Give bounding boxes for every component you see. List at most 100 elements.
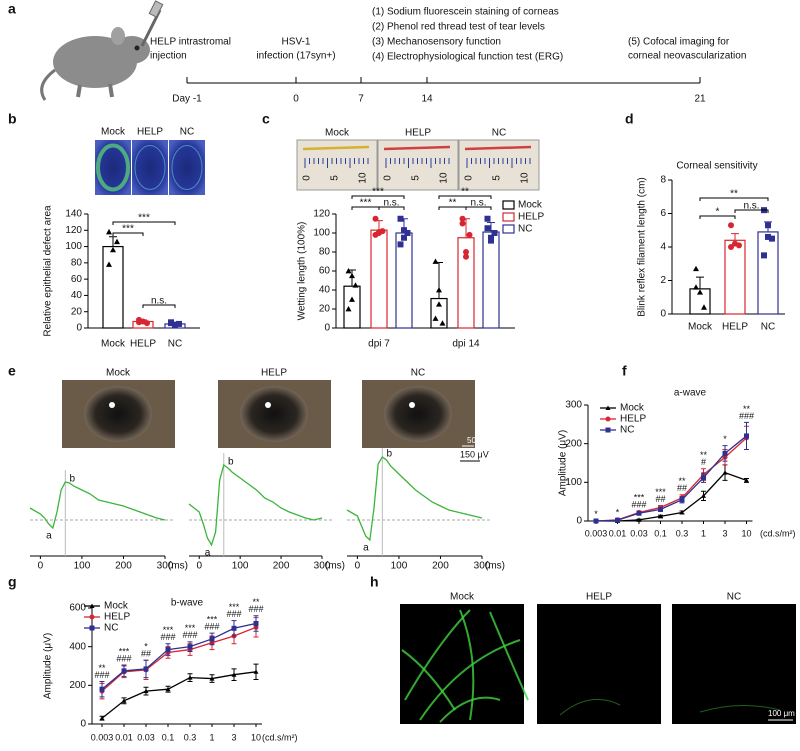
data-point (491, 230, 498, 236)
y-tick-label: 6 (660, 208, 666, 219)
thread (464, 145, 532, 151)
vessel (401, 649, 456, 711)
vessel (419, 639, 521, 721)
data-point (349, 272, 355, 279)
significance-label: ### (226, 609, 241, 619)
significance-label: ** (461, 187, 469, 198)
data-point (697, 289, 703, 295)
y-tick-label: 600 (69, 603, 86, 614)
x-tick-label: 200 (432, 561, 449, 572)
timeline-tick-label: 0 (293, 94, 299, 105)
eye-pupil (84, 386, 152, 442)
data-point (679, 497, 685, 503)
data-point (484, 225, 491, 232)
x-tick-label: 1 (209, 732, 214, 742)
bar (343, 285, 361, 329)
significance-label: ** (449, 198, 457, 209)
data-point (144, 320, 150, 327)
significance-label: ** (730, 189, 738, 200)
significance-bracket (465, 206, 492, 210)
legend-label: NC (518, 224, 532, 235)
significance-label: ** (743, 404, 751, 414)
data-point (372, 215, 379, 222)
cornea-image (132, 140, 168, 195)
legend-label: HELP (620, 414, 646, 425)
x-tick-label: 0 (196, 561, 202, 572)
x-tick-label: 1 (701, 528, 706, 538)
image-label: NC (492, 128, 506, 139)
ruler-label: 0 (383, 175, 394, 181)
data-point (658, 513, 663, 519)
legend-label: Mock (104, 601, 129, 612)
significance-bracket (438, 195, 492, 199)
vessel (439, 696, 501, 723)
timeline-event: (5) Cofocal imaging for (628, 37, 730, 48)
data-point (106, 228, 112, 235)
significance-label: ### (204, 622, 219, 632)
x-unit-label: (ms) (485, 561, 505, 572)
timeline-event: (1) Sodium fluorescein staining of corne… (372, 7, 559, 18)
data-point (459, 215, 466, 222)
data-point (593, 518, 599, 524)
data-point (121, 668, 127, 674)
cornea-image (169, 140, 205, 195)
x-tick-label: 200 (115, 561, 132, 572)
data-point (744, 477, 749, 483)
significance-label: *** (360, 198, 372, 209)
series-line (595, 435, 747, 522)
image-label: HELP (586, 592, 612, 603)
ruler-label: 5 (330, 175, 341, 181)
x-tick-label: 3 (722, 528, 727, 538)
significance-label: ### (182, 630, 197, 640)
bar (724, 239, 746, 315)
significance-label: *** (207, 615, 218, 625)
panel-label: a (8, 1, 16, 17)
x-tick-label: HELP (722, 322, 748, 333)
data-point (121, 698, 127, 703)
confocal-image (537, 604, 661, 724)
series-line (101, 622, 257, 690)
image-label: NC (727, 592, 741, 603)
y-tick-label: 80 (319, 247, 331, 258)
data-point (345, 268, 352, 274)
data-point (436, 287, 442, 293)
data-point (99, 715, 105, 721)
panel-label: g (8, 574, 17, 590)
ruler-label: 0 (464, 175, 475, 181)
data-point (722, 470, 728, 475)
data-point (231, 625, 237, 631)
significance-label: n.s. (151, 296, 167, 307)
ruler-label: 10 (358, 172, 369, 184)
data-point (484, 215, 491, 222)
image-label: NC (180, 127, 194, 138)
data-point (110, 246, 116, 253)
legend-label: NC (620, 425, 634, 436)
y-axis-label: Amplitude (μV) (43, 633, 54, 699)
data-point (349, 296, 355, 302)
eye-glint (265, 402, 271, 408)
y-tick-label: 60 (71, 274, 83, 285)
legend-marker (605, 416, 611, 422)
x-tick-label: 300 (157, 561, 174, 572)
timeline-tick-label: 14 (421, 94, 433, 105)
significance-label: ## (677, 483, 687, 493)
x-tick-label: 300 (474, 561, 491, 572)
chart-title: a-wave (674, 388, 707, 399)
significance-label: ** (252, 597, 260, 607)
y-tick-label: 4 (660, 242, 666, 253)
erg-trace (188, 463, 323, 547)
significance-label: ### (631, 499, 646, 509)
data-point (701, 493, 706, 498)
data-point (165, 686, 171, 692)
image-label: HELP (405, 128, 431, 139)
x-tick-label: 200 (273, 561, 290, 572)
x-tick-label: 0.003 (91, 732, 114, 742)
data-point (165, 647, 171, 653)
x-tick-label: 0.03 (630, 528, 648, 538)
timeline-tick-label: Day -1 (172, 94, 202, 105)
panel-label: h (370, 574, 379, 590)
data-point (397, 241, 404, 248)
data-point (106, 261, 112, 267)
y-axis-label: Relative epithelial defect area (43, 205, 54, 337)
eye-pupil (240, 386, 308, 442)
